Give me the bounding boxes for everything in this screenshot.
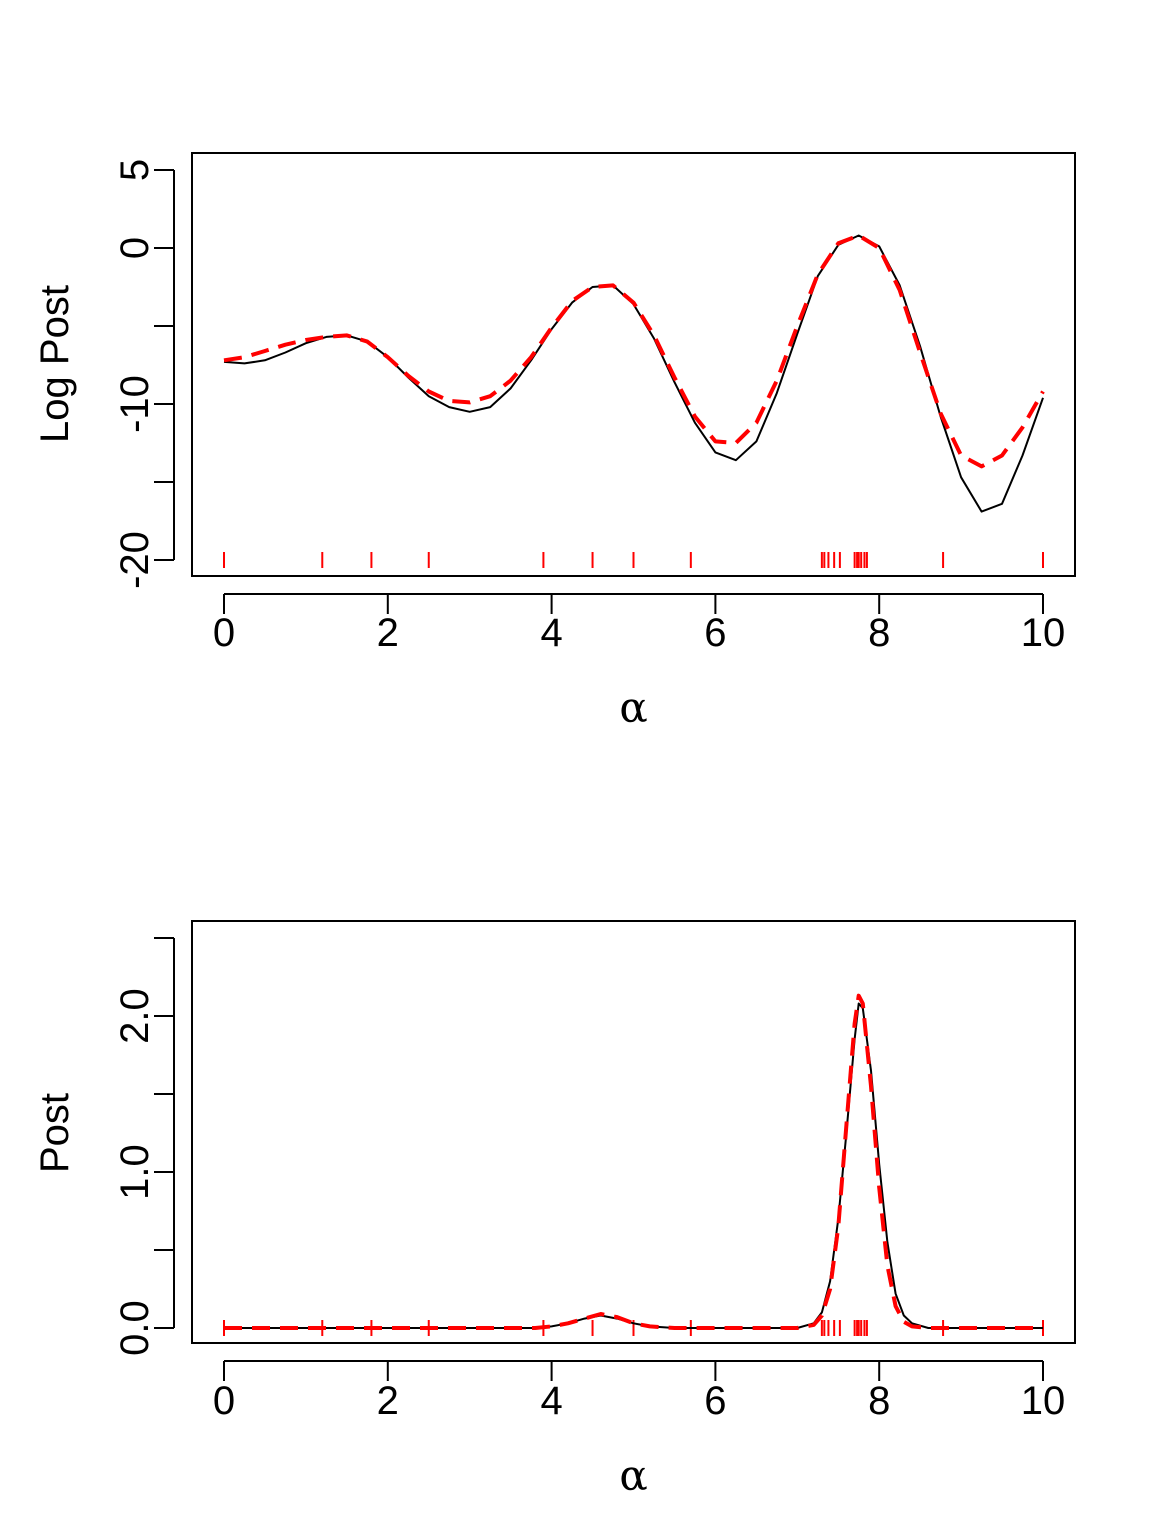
series-line-black-solid (223, 234, 1044, 513)
x-tick-label: 10 (1021, 1379, 1066, 1423)
y-tick-label: 5 (113, 159, 157, 181)
x-tick-label: 8 (868, 611, 890, 655)
y-tick-label: -20 (113, 531, 157, 589)
y-tick-label: 0.0 (113, 1300, 157, 1356)
series-line-red-dashed (223, 233, 1045, 469)
y-axis-title: Post (33, 1093, 77, 1173)
series-line-black-solid (224, 1002, 1043, 1329)
x-axis-title: α (619, 1451, 647, 1500)
series-line-red-dashed (224, 993, 1043, 1330)
panel-2: 0 2 4 6 8 10 α 0.0 1.0 2.0 Post (33, 920, 1076, 1500)
y-axis-title: Log Post (33, 285, 77, 443)
plot-frame (191, 920, 1076, 1344)
x-tick-label: 0 (213, 1379, 235, 1423)
y-tick-label: 2.0 (113, 988, 157, 1044)
y-tick-label: -10 (113, 375, 157, 433)
x-tick-label: 2 (377, 611, 399, 655)
x-axis-title: α (619, 683, 647, 732)
x-tick-label: 6 (704, 611, 726, 655)
x-tick-label: 2 (377, 1379, 399, 1423)
panel-1: 0 2 4 6 8 10 α -20 -10 0 5 Log Post (33, 152, 1076, 732)
x-tick-label: 4 (540, 611, 562, 655)
y-tick-label: 1.0 (113, 1144, 157, 1200)
x-tick-label: 6 (704, 1379, 726, 1423)
x-tick-label: 8 (868, 1379, 890, 1423)
x-tick-label: 0 (213, 611, 235, 655)
x-tick-label: 10 (1021, 611, 1066, 655)
plot-frame (191, 152, 1076, 577)
y-tick-label: 0 (113, 237, 157, 259)
x-tick-label: 4 (540, 1379, 562, 1423)
